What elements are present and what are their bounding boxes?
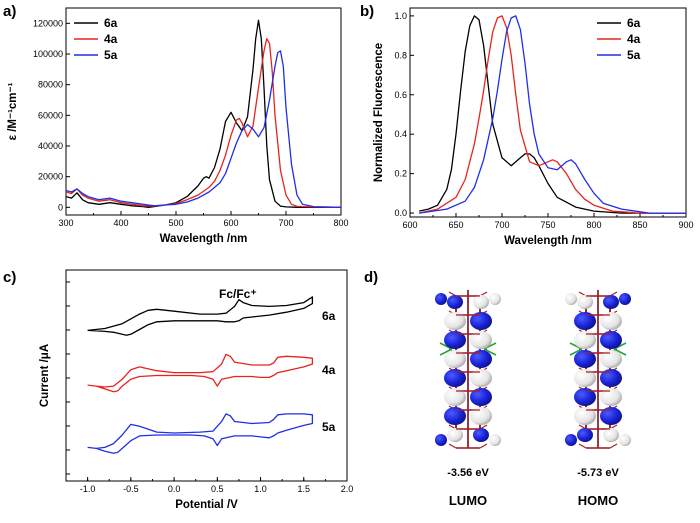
series-line-4a [87,353,314,393]
y-tick-label: 0 [58,202,63,212]
x-tick-label: 0.5 [211,484,224,494]
x-tick-label: 300 [58,218,73,228]
y-tick-label: 100000 [33,49,63,59]
y-tick-label: 0.2 [394,169,407,179]
fc-annotation: Fc/Fc⁺ [219,287,257,301]
y-axis-label: ε /M⁻¹cm⁻¹ [7,82,19,140]
x-tick-label: 1.5 [298,484,311,494]
y-tick-label: 0.4 [394,129,407,139]
y-axis-label: Normalized Fluorescence [373,43,385,182]
lumo-orbital-image [435,290,501,449]
cyclic-voltammetry-chart: -1.0 -0.5 0.0 0.5 1.0 1.5 2.0 Potential /V Curre… [39,269,354,511]
series-line-6a [419,15,686,214]
x-tick-label: 800 [586,220,601,230]
x-tick-label: -1.0 [80,484,96,494]
x-tick-label: 900 [678,220,693,230]
homo-orbital-image [565,290,631,449]
legend-label-5a: 5a [627,48,641,62]
panel-label-d: d) [364,269,378,286]
x-tick-label: 650 [448,220,463,230]
y-tick-label: 60000 [38,110,63,120]
plot-frame [65,269,348,482]
panel-label-a: a) [3,3,16,20]
x-tick-label: 750 [540,220,555,230]
x-tick-label: -0.5 [123,484,139,494]
curve-label-6a: 6a [322,309,336,323]
fluorescence-chart: 600 650 700 750 800 850 900 0.0 0.2 0.4 0.6 0.8 1.0 W… [373,7,694,247]
series-line-6a [66,19,341,208]
x-tick-label: 500 [168,218,183,228]
legend-label-5a: 5a [104,48,118,62]
x-tick-label: 800 [333,218,348,228]
y-tick-label: 1.0 [394,11,407,21]
series-line-5a [87,413,314,454]
x-tick-label: 700 [278,218,293,228]
x-tick-label: 1.0 [254,484,267,494]
x-tick-label: 600 [402,220,417,230]
x-tick-label: 600 [223,218,238,228]
y-tick-label: 0.0 [394,208,407,218]
x-axis-label: Potential /V [175,499,238,511]
x-tick-label: 700 [494,220,509,230]
panel-label-b: b) [360,3,374,20]
curve-label-5a: 5a [322,420,336,434]
legend-label-4a: 4a [104,32,118,46]
y-tick-label: 0.8 [394,50,407,60]
y-tick-label: 20000 [38,172,63,182]
legend-label-6a: 6a [627,16,641,30]
legend-label-6a: 6a [104,16,118,30]
y-tick-label: 0.6 [394,90,407,100]
homo-orbital-lobes [565,293,631,446]
series-line-4a [66,38,341,208]
x-axis-label: Wavelength /nm [504,235,592,247]
y-tick-label: 120000 [33,18,63,28]
series-line-5a [66,50,341,208]
lumo-energy: -3.56 eV [447,467,489,479]
series-line-4a [419,15,686,214]
curve-label-4a: 4a [322,363,336,377]
homo-energy: -5.73 eV [577,467,619,479]
x-tick-label: 0.0 [168,484,181,494]
x-axis-label: Wavelength /nm [160,233,248,245]
series-line-6a [87,296,314,336]
absorption-chart: 300 400 500 600 700 800 0 20000 40000 60000 80000 1… [7,7,349,245]
x-tick-label: 850 [632,220,647,230]
plot-frame [409,7,687,218]
lumo-label: LUMO [449,493,487,508]
panel-label-c: c) [3,269,16,286]
x-tick-label: 2.0 [341,484,354,494]
x-tick-label: 400 [113,218,128,228]
y-tick-label: 80000 [38,80,63,90]
lumo-orbital-lobes [435,293,501,446]
legend-label-4a: 4a [627,32,641,46]
homo-label: HOMO [578,493,618,508]
y-axis-label: Current /μA [39,344,51,407]
y-tick-label: 40000 [38,141,63,151]
series-line-5a [419,15,686,214]
